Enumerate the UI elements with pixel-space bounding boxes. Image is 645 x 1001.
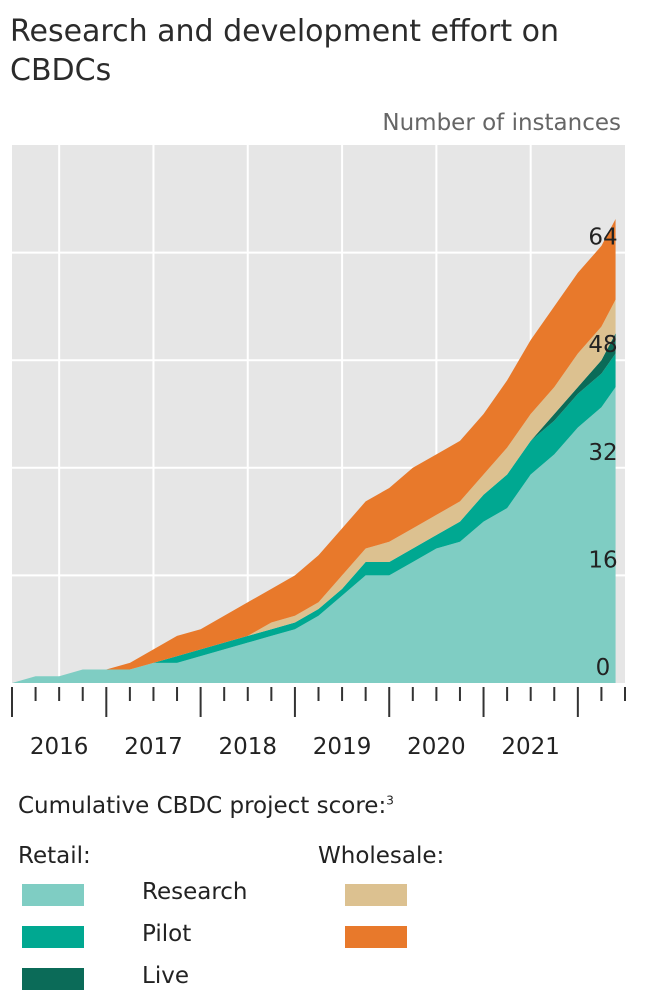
y-tick-label: 0 (596, 655, 611, 681)
y-tick-label: 48 (588, 332, 617, 358)
area-retail-pilot (12, 353, 616, 683)
legend-retail-heading: Retail: (18, 843, 91, 869)
area-wholesale-pilot (12, 218, 616, 683)
y-axis: 0 16 32 48 64 (588, 225, 617, 681)
area-retail-research (12, 387, 616, 683)
legend-label-live: Live (142, 963, 189, 989)
chart-svg: 0 16 32 48 64 2016 2017 2018 2019 2020 2021 (11, 145, 626, 760)
area-wholesale-research (12, 299, 616, 683)
legend-wholesale-heading: Wholesale: (318, 843, 445, 869)
legend-swatch-wholesale-pilot (345, 926, 407, 948)
x-tick-label: 2016 (30, 734, 89, 760)
legend-swatch-retail-live (22, 968, 84, 990)
x-axis: 2016 2017 2018 2019 2020 2021 (11, 687, 626, 760)
legend-label-research: Research (142, 879, 248, 905)
x-tick-label: 2018 (218, 734, 277, 760)
legend-title: Cumulative CBDC project score:3 (18, 793, 394, 819)
unit-label: Number of instances (382, 110, 621, 136)
y-tick-label: 16 (588, 547, 617, 573)
y-tick-label: 64 (588, 225, 617, 251)
x-tick-label: 2017 (124, 734, 183, 760)
legend-label-pilot: Pilot (142, 921, 192, 947)
area-series (12, 218, 616, 683)
legend-swatch-wholesale-research (345, 884, 407, 906)
legend-swatch-retail-research (22, 884, 84, 906)
x-tick-label: 2019 (313, 734, 372, 760)
legend-swatch-retail-pilot (22, 926, 84, 948)
y-tick-label: 32 (588, 440, 617, 466)
footnote-marker: 3 (386, 793, 394, 808)
chart-title: Research and development effort on CBDCs (10, 14, 560, 88)
x-tick-label: 2021 (501, 734, 560, 760)
x-tick-label: 2020 (407, 734, 466, 760)
